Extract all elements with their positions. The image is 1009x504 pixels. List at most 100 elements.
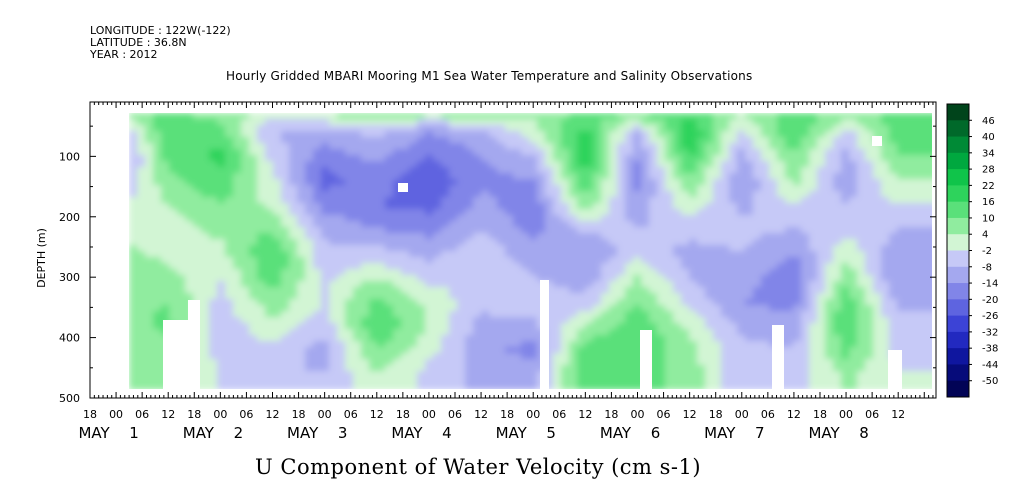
heat-cell — [793, 197, 802, 204]
heat-cell — [633, 269, 642, 276]
heat-cell — [489, 227, 498, 234]
heat-cell — [609, 197, 618, 204]
heat-cell — [921, 113, 930, 120]
heat-cell — [217, 323, 226, 330]
heat-cell — [593, 119, 602, 126]
heat-cell — [681, 299, 690, 306]
heat-cell — [441, 341, 450, 348]
heat-cell — [273, 347, 282, 354]
heat-cell — [793, 245, 802, 252]
heat-cell — [497, 353, 506, 360]
heat-cell — [537, 251, 546, 258]
heat-cell — [801, 161, 810, 168]
heat-cell — [329, 323, 338, 330]
heat-cell — [249, 287, 258, 294]
heat-cell — [505, 299, 514, 306]
heat-cell — [297, 245, 306, 252]
heat-cell — [713, 287, 722, 294]
heat-cell — [761, 239, 770, 246]
heat-cell — [489, 371, 498, 378]
heat-cell — [217, 311, 226, 318]
heat-cell — [753, 185, 762, 192]
heat-cell — [433, 239, 442, 246]
heat-cell — [601, 365, 610, 372]
heat-cell — [761, 227, 770, 234]
heat-cell — [337, 203, 346, 210]
heat-cell — [273, 161, 282, 168]
heat-cell — [305, 311, 314, 318]
heat-cell — [513, 137, 522, 144]
heat-cell — [337, 293, 346, 300]
heat-cell — [465, 149, 474, 156]
heat-cell — [225, 179, 234, 186]
heat-cell — [377, 317, 386, 324]
heat-cell — [449, 209, 458, 216]
heat-cell — [905, 281, 914, 288]
heat-cell — [241, 341, 250, 348]
heat-cell — [449, 293, 458, 300]
heat-cell — [817, 161, 826, 168]
heat-cell — [873, 257, 882, 264]
heat-cell — [193, 173, 202, 180]
heat-cell — [225, 269, 234, 276]
heat-cell — [913, 191, 922, 198]
heat-cell — [257, 221, 266, 228]
heat-cell — [873, 227, 882, 234]
heat-cell — [569, 353, 578, 360]
heat-cell — [257, 317, 266, 324]
heat-cell — [561, 209, 570, 216]
heat-cell — [745, 305, 754, 312]
heat-cell — [337, 161, 346, 168]
heat-cell — [297, 365, 306, 372]
heat-cell — [393, 317, 402, 324]
heat-cell — [729, 371, 738, 378]
heat-cell — [865, 113, 874, 120]
heat-cell — [913, 287, 922, 294]
heat-cell — [793, 149, 802, 156]
heat-cell — [361, 239, 370, 246]
heat-cell — [593, 215, 602, 222]
heat-cell — [865, 137, 874, 144]
heat-cell — [801, 143, 810, 150]
heat-cell — [481, 305, 490, 312]
heat-cell — [353, 125, 362, 132]
heat-cell — [225, 161, 234, 168]
heat-cell — [785, 239, 794, 246]
heat-cell — [177, 293, 186, 300]
heat-cell — [249, 113, 258, 120]
heat-cell — [313, 209, 322, 216]
heat-cell — [921, 317, 930, 324]
heat-cell — [745, 119, 754, 126]
heat-cell — [353, 311, 362, 318]
heat-cell — [569, 251, 578, 258]
heat-cell — [409, 113, 418, 120]
heat-cell — [801, 221, 810, 228]
heat-cell — [217, 149, 226, 156]
heat-cell — [409, 287, 418, 294]
heat-cell — [713, 197, 722, 204]
heat-cell — [889, 203, 898, 210]
heat-cell — [793, 113, 802, 120]
heat-cell — [225, 263, 234, 270]
heat-cell — [913, 227, 922, 234]
heat-cell — [417, 371, 426, 378]
heat-cell — [385, 155, 394, 162]
heat-cell — [393, 185, 402, 192]
heat-cell — [625, 161, 634, 168]
heat-cell — [145, 125, 154, 132]
heat-cell — [449, 113, 458, 120]
heat-cell — [153, 173, 162, 180]
heat-cell — [913, 353, 922, 360]
heat-cell — [833, 275, 842, 282]
heat-cell — [545, 323, 554, 330]
heat-cell — [905, 317, 914, 324]
heat-cell — [353, 341, 362, 348]
heat-cell — [833, 143, 842, 150]
heat-cell — [577, 233, 586, 240]
heat-cell — [873, 377, 882, 384]
heat-cell — [809, 341, 818, 348]
heat-cell — [337, 257, 346, 264]
heat-cell — [801, 299, 810, 306]
heat-cell — [785, 197, 794, 204]
heat-cell — [385, 275, 394, 282]
